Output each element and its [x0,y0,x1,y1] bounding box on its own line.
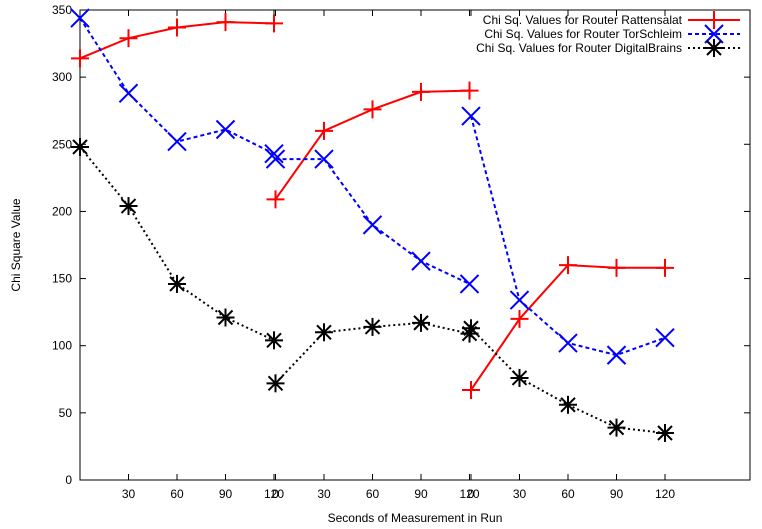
x-tick-label: 60 [366,487,380,501]
data-point [362,215,383,235]
data-point [462,319,480,338]
y-tick-label: 250 [52,137,72,151]
series-line [470,264,665,391]
data-point [558,333,578,353]
series-line [274,321,470,384]
y-tick-label: 0 [65,473,72,487]
y-tick-label: 50 [59,406,73,420]
series-line [470,115,666,357]
data-point [315,121,333,140]
data-point [656,258,674,277]
data-point [71,137,89,156]
data-point [264,143,284,164]
y-tick-label: 150 [52,272,72,286]
data-point [167,131,187,152]
y-tick-label: 350 [52,3,72,17]
data-point [509,290,530,310]
x-tick-label: 90 [414,487,428,501]
legend-label: Chi Sq. Values for Router TorSchleim [484,27,682,41]
data-point [266,190,285,209]
data-point [119,197,138,216]
data-point [607,418,626,437]
data-point [559,256,577,275]
x-tick-label: 30 [513,487,527,501]
data-point [265,149,286,169]
x-axis-label: Seconds of Measurement in Run [328,511,503,525]
series-line [79,146,275,342]
data-point [363,100,382,119]
series-2 [71,137,674,442]
data-point [559,395,577,414]
x-tick-label: 0 [468,487,475,501]
x-tick-label: 60 [561,487,575,501]
series-1 [70,8,675,365]
data-point [265,14,283,33]
data-point [363,317,382,336]
x-tick-label: 120 [655,487,675,501]
data-point [412,82,430,101]
data-point [314,149,334,169]
data-point [216,13,235,32]
data-point [460,81,479,100]
plot-frame [79,9,751,481]
data-point [606,345,627,365]
data-point [656,424,674,442]
data-point [119,29,138,48]
x-tick-label: 30 [317,487,331,501]
data-point [265,331,283,350]
x-tick-label: 30 [122,487,136,501]
series-line [79,17,275,155]
data-point [655,327,675,348]
data-point [510,309,529,328]
x-tick-label: 120 [264,487,284,501]
legend-marker [705,11,723,29]
data-point [459,274,480,294]
series-line [470,327,666,434]
data-point [607,258,626,277]
data-point [168,274,186,293]
y-tick-label: 200 [52,204,72,218]
legend: Chi Sq. Values for Router RattensalatChi… [476,11,740,57]
legend-label: Chi Sq. Values for Router DigitalBrains [476,41,682,55]
series-line [275,158,470,285]
x-tick-label: 90 [219,487,233,501]
data-point [215,119,236,140]
data-point [266,374,285,393]
data-point [461,106,481,126]
legend-label: Chi Sq. Values for Router Rattensalat [483,13,683,27]
x-tick-label: 60 [170,487,184,501]
y-tick-label: 100 [52,339,72,353]
legend-marker [705,39,723,57]
y-axis-label: Chi Square Value [9,198,23,291]
data-point [315,323,333,342]
data-point [216,308,235,327]
x-tick-label: 120 [459,487,479,501]
y-tick-label: 300 [52,70,72,84]
data-point [168,18,186,37]
series-0 [71,13,674,400]
data-point [70,8,90,28]
data-point [510,368,529,387]
x-tick-label: 90 [610,487,624,501]
legend-marker [704,24,724,44]
data-point [118,83,139,103]
series-layer [70,8,675,442]
data-point [71,49,89,68]
x-tick-label: 0 [272,487,279,501]
data-point [462,381,480,400]
data-point [411,251,431,271]
data-point [412,313,430,332]
axes [79,9,751,481]
